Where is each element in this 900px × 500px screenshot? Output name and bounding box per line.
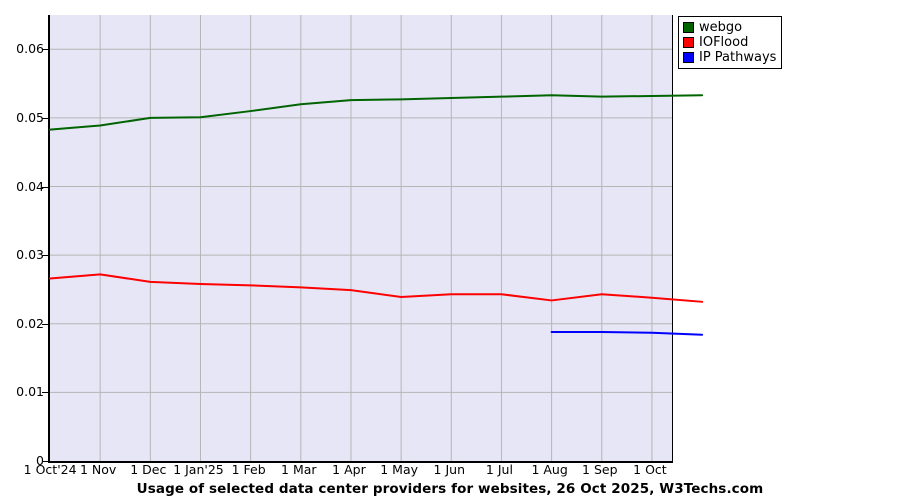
legend-swatch-icon xyxy=(683,52,694,63)
x-tick-label: 1 Jan'25 xyxy=(173,462,224,477)
legend-label: webgo xyxy=(699,19,743,35)
y-tick-mark xyxy=(42,186,49,188)
y-axis: 0 0.01 0.02 0.03 0.04 0.05 0.06 xyxy=(0,0,49,500)
y-tick-mark xyxy=(42,323,49,325)
y-tick-mark xyxy=(42,49,49,51)
legend-item: IOFlood xyxy=(683,35,776,50)
y-tick-label: 0.03 xyxy=(16,247,44,263)
y-tick-mark xyxy=(42,255,49,257)
x-tick-label: 1 Mar xyxy=(281,462,317,477)
gridlines xyxy=(50,15,672,461)
y-tick-label: 0.04 xyxy=(16,178,44,194)
x-tick-label: 1 Dec xyxy=(130,462,167,477)
y-tick-mark xyxy=(42,461,49,462)
series-lines xyxy=(49,94,704,336)
series-line-ioflood xyxy=(49,273,704,303)
y-tick-label: 0.05 xyxy=(16,109,44,125)
y-tick-label: 0 xyxy=(36,453,44,468)
y-tick-mark xyxy=(42,117,49,119)
legend-item: IP Pathways xyxy=(683,50,776,65)
x-tick-label: 1 Jul xyxy=(485,462,513,477)
plot-area xyxy=(48,15,704,463)
x-axis: 1 Oct'24 1 Nov 1 Dec 1 Jan'25 1 Feb 1 Mar 1 Ap… xyxy=(0,463,900,483)
x-tick-label: 1 Oct xyxy=(633,462,667,477)
x-tick-label: 1 Jun xyxy=(433,462,466,477)
chart-legend: webgo IOFlood IP Pathways xyxy=(678,16,783,69)
plot-svg xyxy=(49,15,704,461)
legend-item: webgo xyxy=(683,20,776,35)
y-tick-mark xyxy=(42,392,49,394)
y-tick-label: 0.01 xyxy=(16,384,44,400)
legend-label: IOFlood xyxy=(699,34,749,50)
y-tick-label: 0.06 xyxy=(16,41,44,57)
x-tick-label: 1 Nov xyxy=(79,462,117,477)
x-tick-label: 1 Sep xyxy=(582,462,618,477)
y-tick-label: 0.02 xyxy=(16,315,44,331)
legend-swatch-icon xyxy=(683,22,694,33)
x-tick-label: 1 May xyxy=(380,462,419,477)
legend-swatch-icon xyxy=(683,37,694,48)
x-tick-label: 1 Aug xyxy=(531,462,568,477)
series-line-webgo xyxy=(49,94,704,131)
x-tick-label: 1 Feb xyxy=(231,462,266,477)
legend-label: IP Pathways xyxy=(699,49,777,65)
x-tick-label: 1 Apr xyxy=(332,462,366,477)
series-line-ip-pathways xyxy=(550,331,704,336)
chart-caption: Usage of selected data center providers … xyxy=(136,481,764,497)
x-tick-label: 1 Oct'24 xyxy=(23,462,77,477)
